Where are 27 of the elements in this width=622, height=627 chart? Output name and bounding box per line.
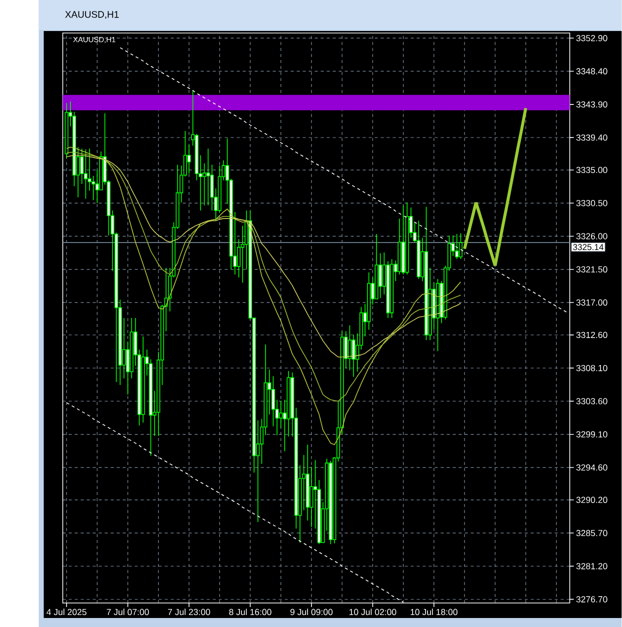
y-tick-label: 3317.00 <box>576 299 608 306</box>
x-tick-label: 10 Jul 02:00 <box>350 608 396 616</box>
x-tick-label: 10 Jul 18:00 <box>410 608 458 616</box>
y-tick-label: 3339.40 <box>576 134 608 141</box>
y-tick-label: 3276.70 <box>576 596 608 602</box>
y-tick-label: 3348.40 <box>576 68 608 74</box>
y-tick-label: 3308.10 <box>576 364 608 372</box>
x-tick-label: 4 Jul 2025 <box>46 608 87 616</box>
y-tick-label: 3294.60 <box>576 464 608 471</box>
y-tick-label: 3335.00 <box>576 166 608 174</box>
ref-line-label: 3325.14 <box>573 244 604 250</box>
x-tick-label: 7 Jul 23:00 <box>168 608 210 616</box>
y-tick-label: 3290.20 <box>576 496 608 503</box>
y-tick-label: 3281.20 <box>576 563 608 570</box>
y-tick-label: 3352.90 <box>576 35 608 42</box>
y-tick-label: 3303.60 <box>576 398 608 404</box>
y-tick-label: 3299.10 <box>576 431 608 438</box>
y-tick-label: 3321.50 <box>576 266 608 272</box>
y-tick-label: 3285.70 <box>576 530 608 536</box>
chart-title: XAUUSD,H1 <box>65 11 119 19</box>
y-tick-label: 3326.00 <box>576 233 608 240</box>
x-tick-label: 9 Jul 09:00 <box>290 608 333 616</box>
y-tick-label: 3343.90 <box>576 101 608 108</box>
x-tick-label: 7 Jul 07:00 <box>106 608 150 616</box>
x-tick-label: 8 Jul 16:00 <box>229 608 272 616</box>
y-tick-label: 3330.50 <box>576 200 608 206</box>
y-tick-label: 3312.60 <box>576 332 608 338</box>
